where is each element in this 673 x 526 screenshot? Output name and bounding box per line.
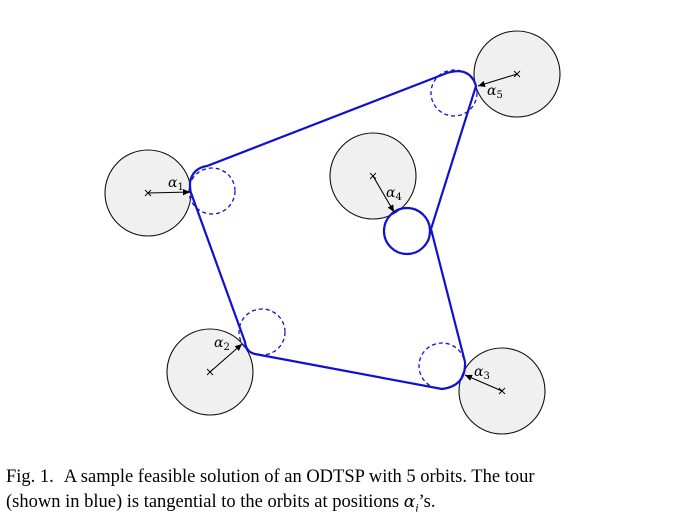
label-alpha-3: α3 (474, 364, 490, 382)
caption-alpha-index: i (415, 500, 419, 515)
vector-alpha-2 (209, 343, 243, 373)
figure-caption: Fig. 1. A sample feasible solution of an … (6, 465, 666, 521)
tour-path (188, 70, 478, 391)
turning-circle-5 (430, 69, 478, 117)
caption-line-2: (shown in blue) is tangential to the orb… (6, 490, 666, 521)
label-alpha-5: α5 (487, 83, 503, 101)
turning-circle-4 (382, 206, 432, 256)
caption-text-2a: (shown in blue) is tangential to the orb… (6, 492, 404, 512)
label-alpha-2: α2 (214, 335, 230, 353)
vector-alpha-1 (147, 188, 191, 196)
caption-line-1: Fig. 1. A sample feasible solution of an … (6, 465, 666, 490)
caption-label: Fig. 1. (6, 467, 54, 487)
vector-alpha-4 (372, 175, 395, 213)
caption-alpha-symbol: α (403, 492, 416, 512)
label-alpha-1: α1 (168, 175, 184, 193)
caption-text-2b: ’s. (418, 492, 436, 512)
caption-text-1: A sample feasible solution of an ODTSP w… (63, 467, 535, 487)
label-alpha-4: α4 (386, 185, 402, 203)
vector-alpha-3 (464, 374, 503, 392)
position-vectors (147, 73, 518, 392)
alpha-labels: α1 α2 α3 α4 α5 (168, 83, 503, 382)
vector-alpha-5 (477, 73, 518, 87)
odtsp-diagram: α1 α2 α3 α4 α5 (104, 30, 561, 435)
